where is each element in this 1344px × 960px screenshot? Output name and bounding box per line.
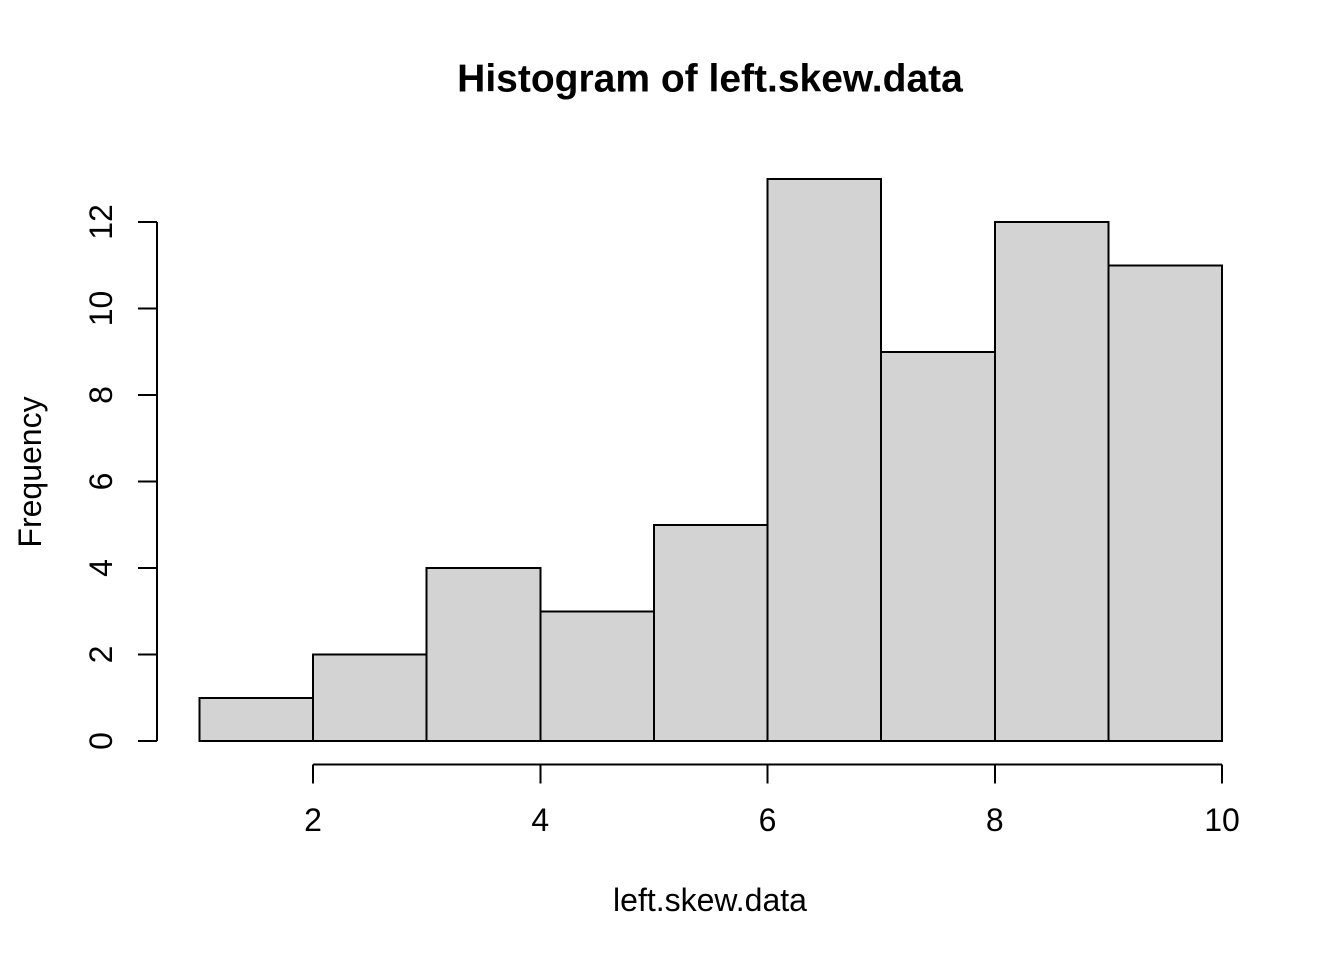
y-axis-tick-label: 10 <box>83 291 119 327</box>
x-axis-tick-label: 8 <box>986 802 1004 838</box>
histogram-bar <box>993 221 1110 742</box>
y-axis-tick-label: 6 <box>83 473 119 491</box>
chart-title: Histogram of left.skew.data <box>457 58 963 101</box>
histogram-bar <box>652 523 769 742</box>
histogram-bar <box>425 567 542 742</box>
x-axis-tick-label: 10 <box>1204 802 1240 838</box>
y-axis-tick-label: 0 <box>83 732 119 750</box>
histogram-bar <box>880 350 996 742</box>
x-axis-tick-label: 2 <box>304 802 322 838</box>
x-axis-tick-label: 6 <box>759 802 777 838</box>
histogram-bar <box>766 177 883 742</box>
y-axis-title: Frequency <box>12 396 48 547</box>
histogram-bar <box>1107 264 1223 742</box>
histogram-bar <box>539 610 655 742</box>
axes-group: 0 2 4 6 8 10 12 2 4 6 8 10 <box>83 204 1240 838</box>
histogram-bar <box>312 653 428 742</box>
y-axis-tick-label: 2 <box>83 646 119 664</box>
y-axis-tick-label: 12 <box>83 204 119 240</box>
bars-group <box>198 177 1223 742</box>
x-axis-tick-label: 4 <box>531 802 549 838</box>
x-axis-title: left.skew.data <box>613 882 807 918</box>
y-axis-tick-label: 8 <box>83 386 119 404</box>
histogram-bar <box>198 696 314 742</box>
y-axis-tick-label: 4 <box>83 559 119 577</box>
